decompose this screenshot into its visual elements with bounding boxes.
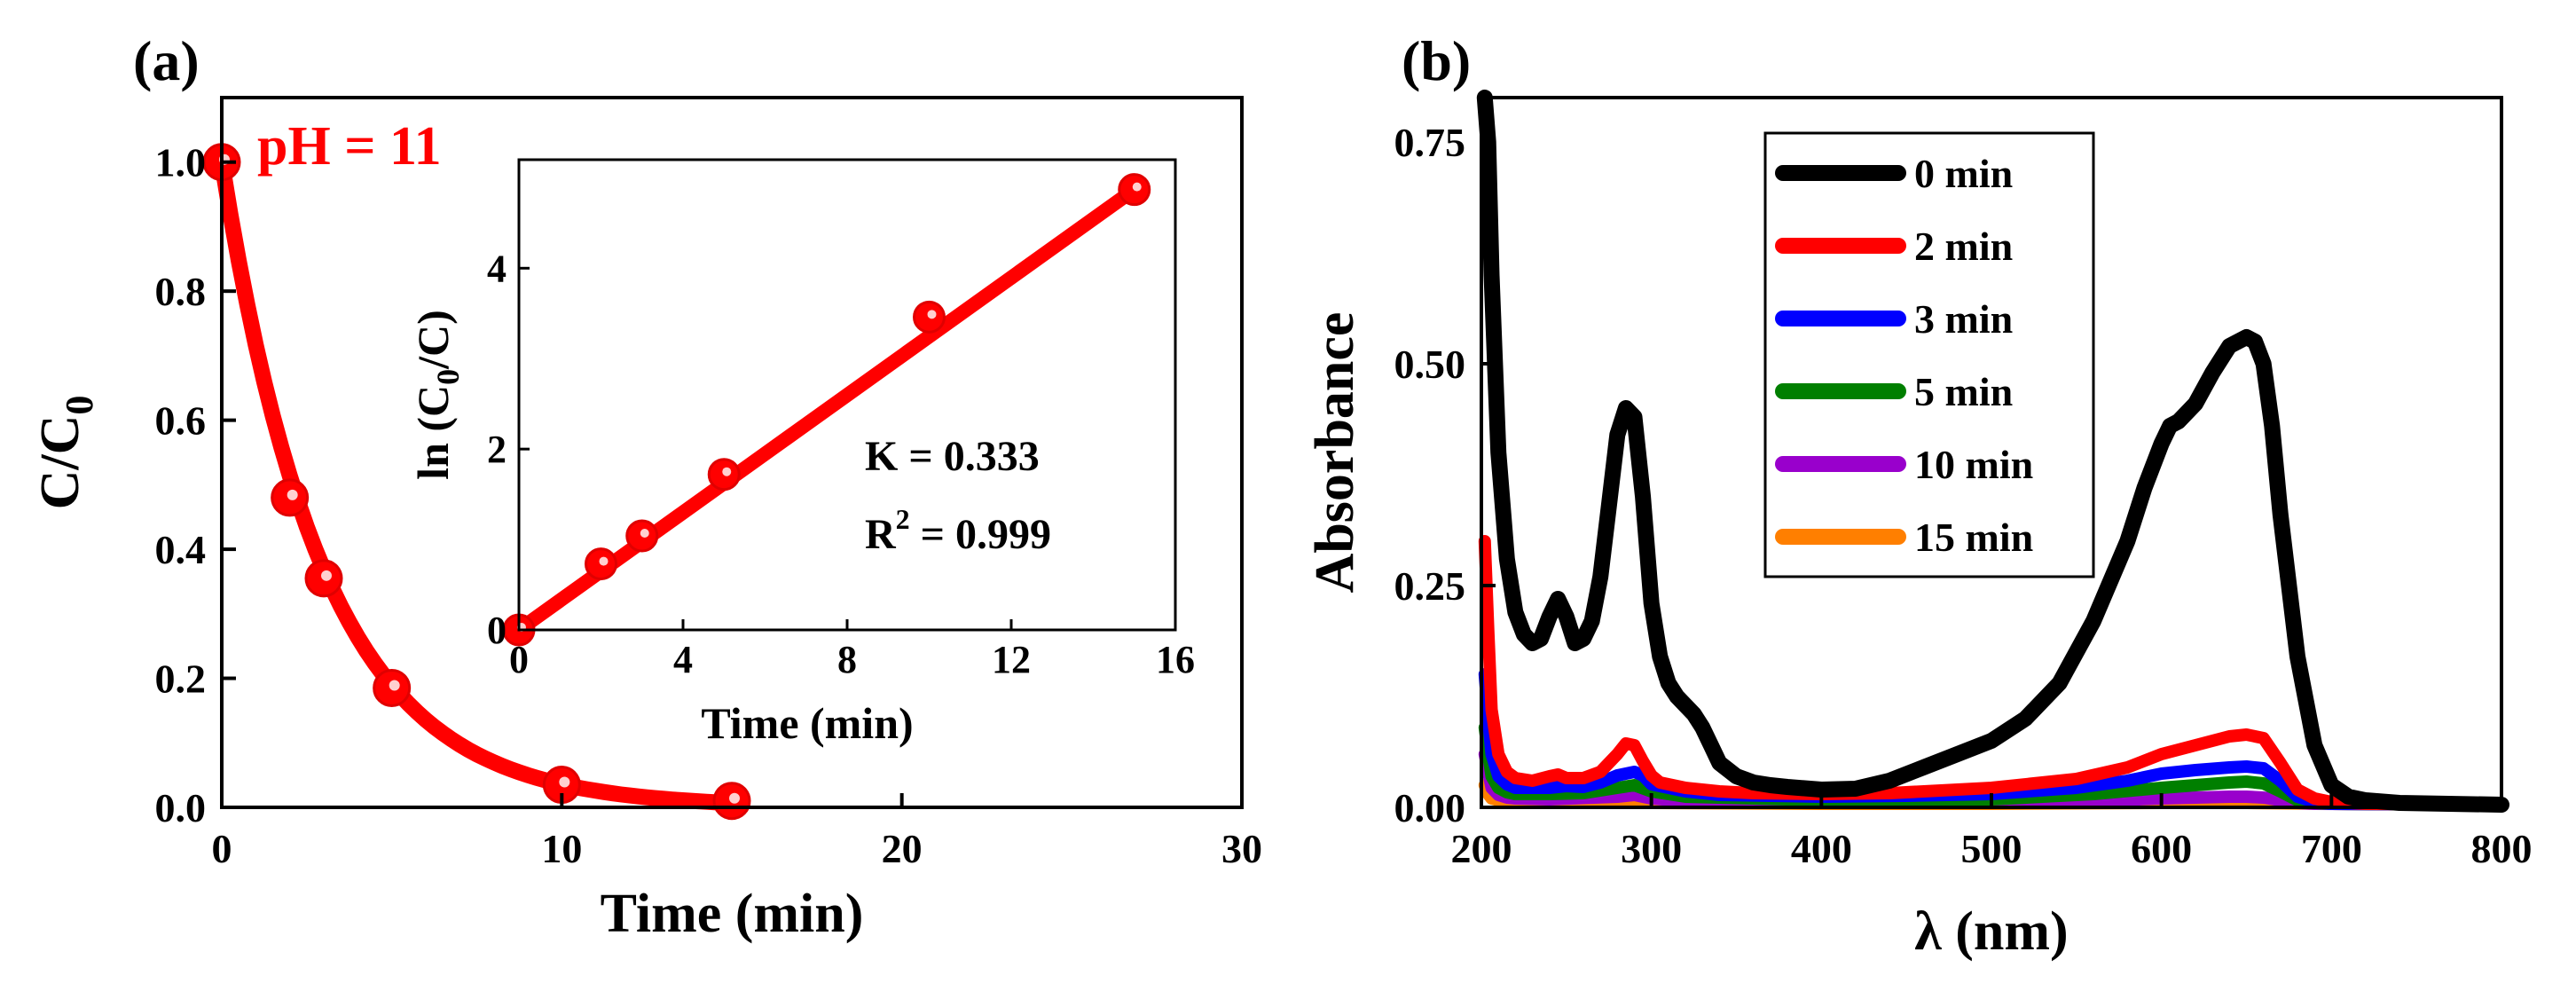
inset-ylabel: ln (C0/C) <box>408 310 466 480</box>
panel-a-xtick-label: 0 <box>212 826 232 871</box>
panel-a-label: (a) <box>133 29 200 92</box>
inset-xtick-label: 0 <box>509 638 529 681</box>
panel-a-fit-curve <box>214 153 740 812</box>
panel-a-ytick-label: 0.6 <box>155 398 207 444</box>
panel-a-point-highlight <box>389 680 400 691</box>
legend-items: 0 min 2 min 3 min 5 min 10 min 15 min <box>1775 151 2033 560</box>
panel-a-xtick-label: 10 <box>541 826 582 871</box>
inset-ylabel-sub: 0 <box>430 369 466 385</box>
spectrum-line-0-min <box>1476 90 2509 813</box>
panel-b-ticks: 200 300 400 500 600 700 800 0.00 0.25 0.50 0.75 <box>1394 120 2533 871</box>
r2-pre: R <box>865 511 897 558</box>
inset-ytick-label: 4 <box>487 247 507 290</box>
legend-label: 10 min <box>1914 442 2033 487</box>
inset-point-highlight <box>927 310 937 319</box>
panel-b-ytick-label: 0.75 <box>1394 120 1466 165</box>
panel-a-ylabel: C/C0 <box>30 396 101 510</box>
panel-a-ytick-label: 0.2 <box>155 657 207 702</box>
panel-b-xlabel: λ (nm) <box>1914 901 2068 962</box>
inset-ticks: 0 4 8 12 16 0 2 4 <box>487 247 1195 681</box>
panel-a-ticks: 0 10 20 300.00.20.40.60.81.0 <box>155 140 1263 871</box>
legend-box <box>1763 131 2095 578</box>
panel-b-xtick-label: 400 <box>1791 826 1852 871</box>
panel-a-ylabel-sub: 0 <box>58 396 101 415</box>
k-value-label: K = 0.333 <box>865 433 1040 480</box>
inset-fit-line <box>512 182 1142 637</box>
panel-a-plot-area <box>202 143 751 821</box>
inset-point-highlight <box>1132 182 1142 192</box>
panel-a-point-highlight <box>287 489 298 500</box>
inset-ytick-label: 2 <box>487 428 507 471</box>
panel-b-xtick-label: 600 <box>2131 826 2192 871</box>
panel-b-ytick-label: 0.50 <box>1394 342 1466 387</box>
legend-label: 2 min <box>1914 224 2013 269</box>
panel-b-xtick-label: 700 <box>2301 826 2362 871</box>
inset-point-highlight <box>640 529 649 538</box>
inset-ylabel-pre: ln (C <box>408 385 458 480</box>
panel-a-xtick-label: 20 <box>882 826 923 871</box>
inset-ylabel-post: /C) <box>408 310 458 370</box>
inset-ytick-label: 0 <box>487 609 507 652</box>
panel-b-label: (b) <box>1402 29 1471 92</box>
panel-a-xlabel: Time (min) <box>601 884 864 944</box>
inset-plot-area <box>502 173 1151 647</box>
inset-point-highlight <box>722 467 732 476</box>
panel-a-ytick-label: 0.0 <box>155 785 207 830</box>
panel-b-xtick-label: 300 <box>1621 826 1682 871</box>
r2-post: = 0.999 <box>910 511 1051 558</box>
r2-sup: 2 <box>896 503 910 535</box>
legend: 0 min 2 min 3 min 5 min 10 min 15 min <box>1763 131 2095 578</box>
panel-b: (b) 200 300 400 500 600 700 800 0.00 0.25 0.50 0.7… <box>1305 29 2533 962</box>
legend-label: 15 min <box>1914 515 2033 560</box>
inset-xtick-label: 12 <box>992 638 1031 681</box>
panel-a: (a) 0 10 20 300.00.20.40.60.81.0 pH = 11 Ti… <box>30 29 1262 944</box>
inset-point-highlight <box>599 556 609 566</box>
panel-a-ylabel-main: C/C <box>30 415 90 510</box>
legend-label: 3 min <box>1914 296 2013 342</box>
panel-a-frame <box>220 96 1244 809</box>
panel-a-ytick-label: 0.4 <box>155 527 207 572</box>
inset-xtick-label: 16 <box>1156 638 1195 681</box>
panel-a-xtick-label: 30 <box>1221 826 1262 871</box>
panel-b-xtick-label: 800 <box>2471 826 2533 871</box>
panel-b-ytick-label: 0.00 <box>1394 785 1466 830</box>
panel-a-point-highlight <box>559 776 570 788</box>
panel-a-ytick-label: 1.0 <box>155 140 207 185</box>
inset-xtick-label: 4 <box>673 638 693 681</box>
panel-b-xtick-label: 200 <box>1451 826 1512 871</box>
r2-value-label: R2 = 0.999 <box>865 503 1051 558</box>
panel-b-ylabel: Absorbance <box>1305 312 1365 594</box>
panel-a-point-highlight <box>729 792 740 804</box>
panel-b-ytick-label: 0.25 <box>1394 563 1466 609</box>
panel-b-xtick-label: 500 <box>1961 826 2022 871</box>
panel-a-point-highlight <box>321 570 332 581</box>
ph-annotation: pH = 11 <box>257 116 442 177</box>
inset-xtick-label: 8 <box>837 638 857 681</box>
inset-xlabel: Time (min) <box>701 698 913 748</box>
legend-label: 5 min <box>1914 369 2013 414</box>
legend-label: 0 min <box>1914 151 2013 196</box>
spectrum-line-2-min <box>1478 535 2508 811</box>
panel-a-ytick-label: 0.8 <box>155 269 207 314</box>
